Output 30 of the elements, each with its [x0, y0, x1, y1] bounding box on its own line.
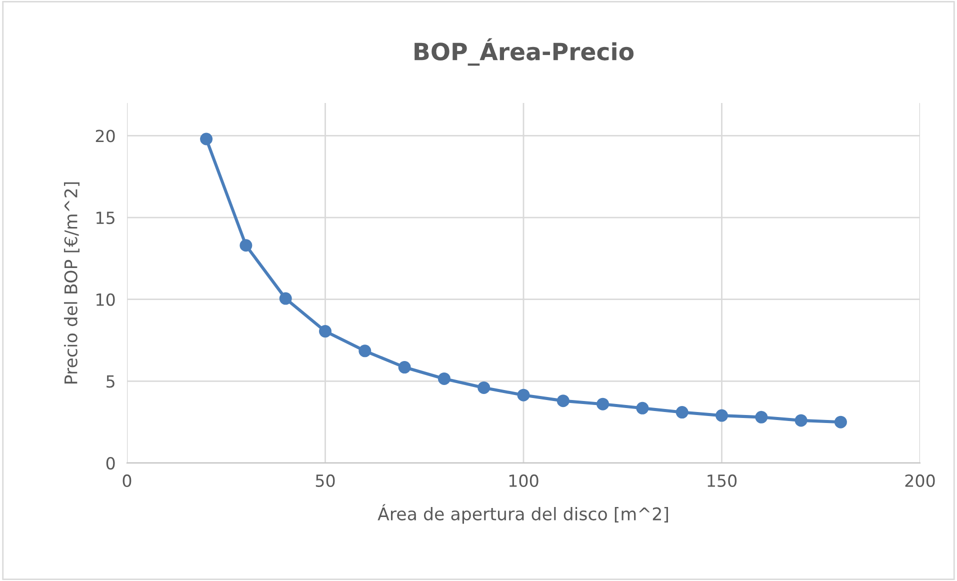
x-tick-label: 0 — [122, 474, 132, 488]
x-tick-label: 150 — [708, 474, 737, 488]
y-tick-label: 20 — [96, 130, 115, 142]
y-tick-label: 0 — [106, 456, 115, 470]
y-tick-label: 5 — [106, 375, 114, 388]
point — [438, 372, 450, 385]
point — [200, 132, 213, 146]
point — [478, 381, 490, 394]
point — [398, 361, 411, 374]
x-tick-label: 100 — [509, 474, 538, 488]
point — [794, 414, 808, 427]
y-tick-label: 10 — [96, 293, 115, 306]
point — [279, 292, 292, 305]
x-tick-label: 50 — [316, 474, 335, 488]
point — [240, 239, 252, 252]
chart-title: BOP_Área-Precio — [414, 38, 634, 66]
point — [755, 410, 768, 424]
point — [358, 344, 372, 358]
y-tick-label: 15 — [96, 212, 114, 224]
point — [596, 398, 610, 410]
point — [834, 416, 847, 428]
y-axis-title: Precio del BOP [€/m^2] — [64, 182, 80, 384]
point — [517, 388, 530, 402]
point — [676, 406, 688, 419]
x-axis-title: Área de apertura del disco [m^2] — [378, 504, 668, 524]
point — [636, 402, 649, 414]
x-tick-label: 200 — [905, 474, 935, 488]
point — [716, 409, 728, 422]
point — [556, 394, 570, 408]
point — [319, 325, 332, 338]
